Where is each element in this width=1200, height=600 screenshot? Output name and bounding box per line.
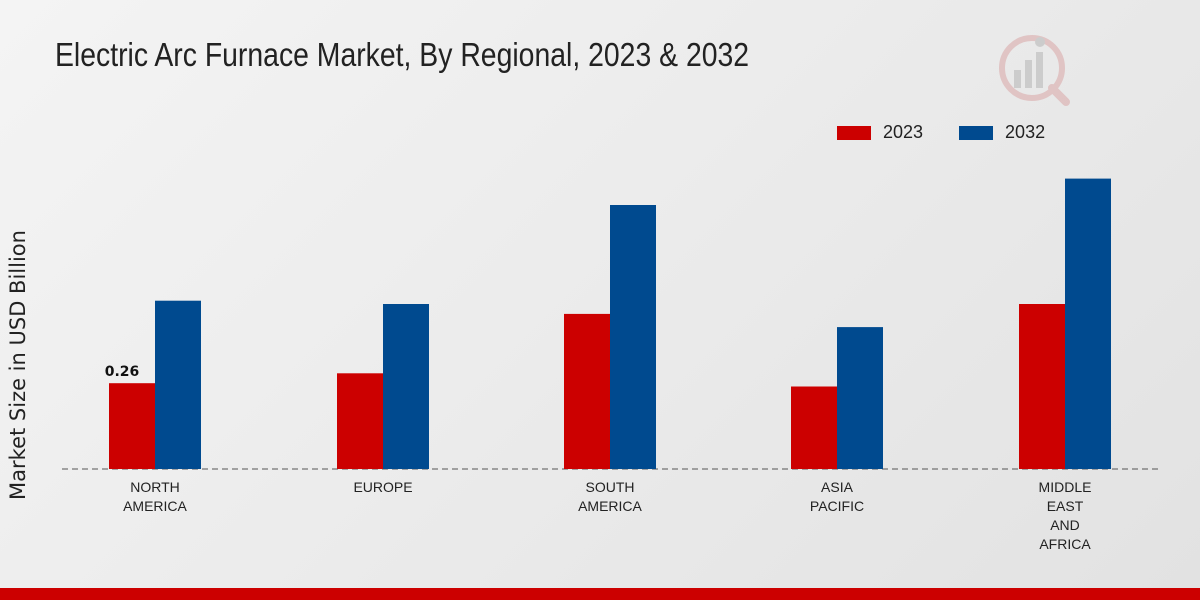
bar-2023-south-america [564, 313, 610, 469]
legend-item-2032: 2032 [959, 122, 1045, 143]
bar-2023-asia-pacific [791, 386, 837, 469]
bar-2023-north-america [109, 383, 155, 469]
bar-2032-north-america [155, 300, 201, 469]
x-tick-label-north-america: NORTH AMERICA [123, 479, 187, 514]
x-tick-label-south-america: SOUTH AMERICA [578, 479, 642, 514]
data-label-north-america-2023: 0.26 [105, 364, 140, 380]
x-tick-label-asia-pacific: ASIA PACIFIC [810, 479, 864, 514]
legend-swatch-2032 [959, 125, 994, 140]
legend-label-2023: 2023 [883, 122, 924, 142]
legend-label-2032: 2032 [1005, 122, 1046, 142]
chart-title: Electric Arc Furnace Market, By Regional… [55, 36, 750, 73]
legend-swatch-2023 [837, 125, 871, 140]
x-tick-label-middle-east-and-africa: MIDDLE EAST AND AFRICA [1039, 479, 1092, 552]
bottom-accent-bar [0, 588, 1200, 600]
bar-2023-middle-east-and-africa [1019, 304, 1065, 469]
bar-2032-south-america [610, 205, 656, 469]
bar-2032-europe [383, 304, 429, 469]
legend-item-2023: 2023 [837, 122, 923, 143]
legend: 2023 2032 [837, 122, 1081, 143]
bar-2032-asia-pacific [837, 327, 883, 469]
bar-2032-middle-east-and-africa [1065, 178, 1111, 469]
bar-2023-europe [337, 373, 383, 469]
x-tick-label-europe: EUROPE [353, 479, 412, 495]
watermark-logo-icon [999, 35, 1070, 106]
